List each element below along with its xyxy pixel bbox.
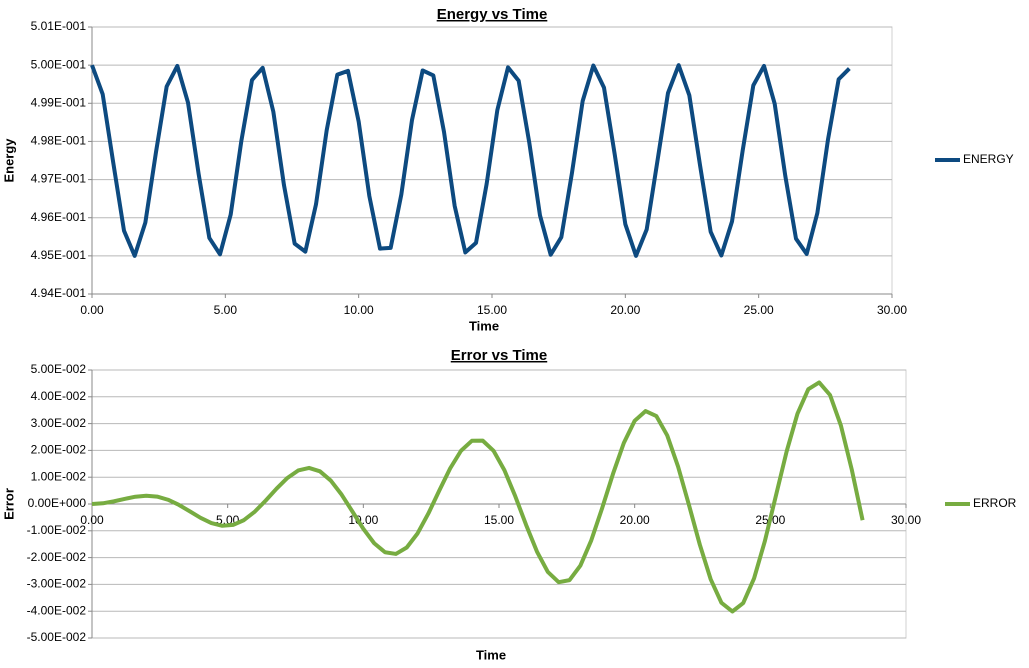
- x-tick-label: 5.00: [214, 303, 238, 317]
- y-tick-label: 2.00E-002: [31, 443, 87, 457]
- y-tick-label: -5.00E-002: [27, 630, 87, 644]
- y-tick-label: -4.00E-002: [27, 603, 87, 617]
- y-tick-label: 4.97E-001: [31, 172, 87, 186]
- y-tick-label: -1.00E-002: [27, 523, 87, 537]
- y-tick-label: 4.96E-001: [31, 210, 87, 224]
- y-tick-label: 5.00E-002: [31, 362, 87, 376]
- y-tick-label: 4.00E-002: [31, 389, 87, 403]
- x-tick-label: 10.00: [344, 303, 374, 317]
- x-axis-title: Time: [469, 318, 499, 333]
- chart-title: Error vs Time: [451, 347, 547, 364]
- data-line: [91, 380, 865, 614]
- y-tick-label: 5.00E-001: [31, 57, 87, 71]
- y-tick-label: -2.00E-002: [27, 550, 87, 564]
- y-axis-title: Error: [1, 488, 16, 520]
- y-tick-label: 4.95E-001: [31, 248, 87, 262]
- y-tick-label: 4.99E-001: [31, 95, 87, 109]
- x-tick-label: 20.00: [620, 513, 650, 527]
- x-tick-label: 0.00: [80, 303, 104, 317]
- y-tick-label: 1.00E-002: [31, 469, 87, 483]
- x-tick-label: 30.00: [891, 513, 921, 527]
- x-tick-label: 15.00: [484, 513, 514, 527]
- x-tick-label: 30.00: [877, 303, 907, 317]
- y-axis-title: Energy: [1, 138, 16, 183]
- data-line: [90, 63, 851, 258]
- y-tick-label: 5.01E-001: [31, 19, 87, 33]
- chart-title: Energy vs Time: [437, 6, 548, 23]
- legend-label: ENERGY: [963, 152, 1014, 166]
- y-tick-label: 4.98E-001: [31, 134, 87, 148]
- x-tick-label: 25.00: [744, 303, 774, 317]
- y-tick-label: -3.00E-002: [27, 577, 87, 591]
- legend-label: ERROR: [973, 496, 1017, 510]
- y-tick-label: 3.00E-002: [31, 416, 87, 430]
- y-tick-label: 0.00E+000: [28, 496, 87, 510]
- x-axis-title: Time: [476, 647, 506, 662]
- y-tick-label: 4.94E-001: [31, 286, 87, 300]
- x-tick-label: 0.00: [80, 513, 104, 527]
- x-tick-label: 15.00: [477, 303, 507, 317]
- x-tick-label: 20.00: [610, 303, 640, 317]
